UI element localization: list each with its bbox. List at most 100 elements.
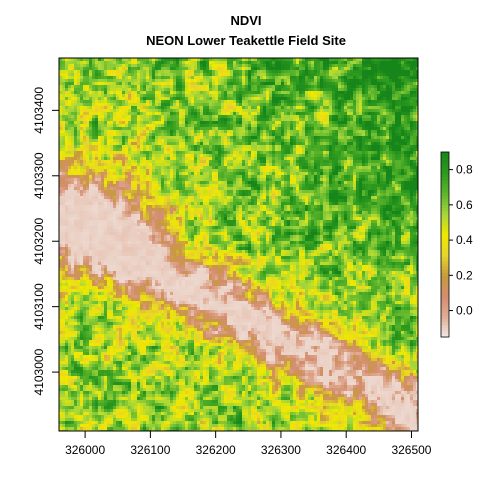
raster-cell bbox=[314, 163, 317, 166]
raster-cell bbox=[272, 175, 275, 178]
raster-cell bbox=[332, 169, 335, 172]
raster-cell bbox=[65, 175, 68, 178]
raster-cell bbox=[113, 64, 116, 67]
raster-cell bbox=[77, 175, 80, 178]
raster-cell bbox=[161, 157, 164, 160]
raster-cell bbox=[269, 154, 272, 157]
raster-cell bbox=[254, 61, 257, 64]
raster-cell bbox=[359, 127, 362, 130]
raster-cell bbox=[197, 169, 200, 172]
raster-cell bbox=[398, 130, 401, 133]
raster-cell bbox=[221, 157, 224, 160]
raster-cell bbox=[224, 70, 227, 73]
raster-cell bbox=[377, 115, 380, 118]
raster-cell bbox=[179, 169, 182, 172]
raster-cell bbox=[341, 169, 344, 172]
raster-cell bbox=[68, 160, 71, 163]
raster-cell bbox=[320, 115, 323, 118]
raster-cell bbox=[368, 100, 371, 103]
raster-cell bbox=[251, 118, 254, 121]
raster-cell bbox=[224, 61, 227, 64]
raster-cell bbox=[80, 133, 83, 136]
raster-cell bbox=[407, 175, 410, 178]
raster-cell bbox=[167, 76, 170, 79]
raster-cell bbox=[77, 166, 80, 169]
raster-cell bbox=[155, 154, 158, 157]
raster-cell bbox=[176, 67, 179, 70]
raster-cell bbox=[392, 76, 395, 79]
raster-cell bbox=[344, 124, 347, 127]
raster-cell bbox=[110, 112, 113, 115]
raster-cell bbox=[407, 160, 410, 163]
raster-cell bbox=[359, 79, 362, 82]
raster-cell bbox=[269, 163, 272, 166]
raster-cell bbox=[101, 136, 104, 139]
raster-cell bbox=[377, 163, 380, 166]
raster-cell bbox=[242, 154, 245, 157]
raster-cell bbox=[284, 103, 287, 106]
raster-cell bbox=[347, 91, 350, 94]
raster-cell bbox=[161, 127, 164, 130]
raster-cell bbox=[407, 85, 410, 88]
raster-cell bbox=[389, 139, 392, 142]
raster-cell bbox=[272, 178, 275, 181]
raster-cell bbox=[362, 172, 365, 175]
raster-cell bbox=[320, 148, 323, 151]
raster-cell bbox=[134, 142, 137, 145]
raster-cell bbox=[83, 163, 86, 166]
raster-cell bbox=[263, 133, 266, 136]
raster-cell bbox=[236, 181, 239, 184]
raster-cell bbox=[146, 85, 149, 88]
raster-cell bbox=[158, 70, 161, 73]
raster-cell bbox=[80, 106, 83, 109]
raster-cell bbox=[311, 136, 314, 139]
raster-cell bbox=[74, 145, 77, 148]
raster-cell bbox=[302, 169, 305, 172]
raster-cell bbox=[296, 88, 299, 91]
raster-cell bbox=[179, 103, 182, 106]
raster-cell bbox=[332, 127, 335, 130]
raster-cell bbox=[311, 70, 314, 73]
raster-cell bbox=[110, 151, 113, 154]
raster-cell bbox=[164, 124, 167, 127]
raster-cell bbox=[356, 139, 359, 142]
raster-cell bbox=[266, 169, 269, 172]
raster-cell bbox=[179, 58, 182, 61]
raster-cell bbox=[353, 58, 356, 61]
raster-cell bbox=[233, 82, 236, 85]
raster-cell bbox=[224, 172, 227, 175]
raster-cell bbox=[323, 79, 326, 82]
raster-cell bbox=[383, 112, 386, 115]
raster-cell bbox=[209, 91, 212, 94]
raster-cell bbox=[341, 121, 344, 124]
raster-cell bbox=[251, 76, 254, 79]
raster-cell bbox=[212, 109, 215, 112]
raster-cell bbox=[365, 82, 368, 85]
raster-cell bbox=[332, 175, 335, 178]
raster-cell bbox=[380, 67, 383, 70]
raster-cell bbox=[362, 103, 365, 106]
raster-cell bbox=[281, 169, 284, 172]
raster-cell bbox=[383, 73, 386, 76]
raster-cell bbox=[86, 172, 89, 175]
raster-cell bbox=[248, 82, 251, 85]
raster-cell bbox=[197, 112, 200, 115]
raster-cell bbox=[125, 160, 128, 163]
raster-cell bbox=[239, 91, 242, 94]
raster-cell bbox=[308, 94, 311, 97]
raster-cell bbox=[104, 70, 107, 73]
raster-cell bbox=[167, 166, 170, 169]
raster-cell bbox=[206, 79, 209, 82]
raster-cell bbox=[203, 100, 206, 103]
raster-cell bbox=[416, 145, 418, 148]
raster-cell bbox=[236, 106, 239, 109]
raster-cell bbox=[311, 112, 314, 115]
raster-cell bbox=[296, 133, 299, 136]
raster-cell bbox=[59, 151, 62, 154]
raster-cell bbox=[389, 169, 392, 172]
raster-cell bbox=[404, 73, 407, 76]
raster-cell bbox=[242, 136, 245, 139]
raster-cell bbox=[314, 73, 317, 76]
raster-cell bbox=[401, 115, 404, 118]
raster-cell bbox=[104, 121, 107, 124]
